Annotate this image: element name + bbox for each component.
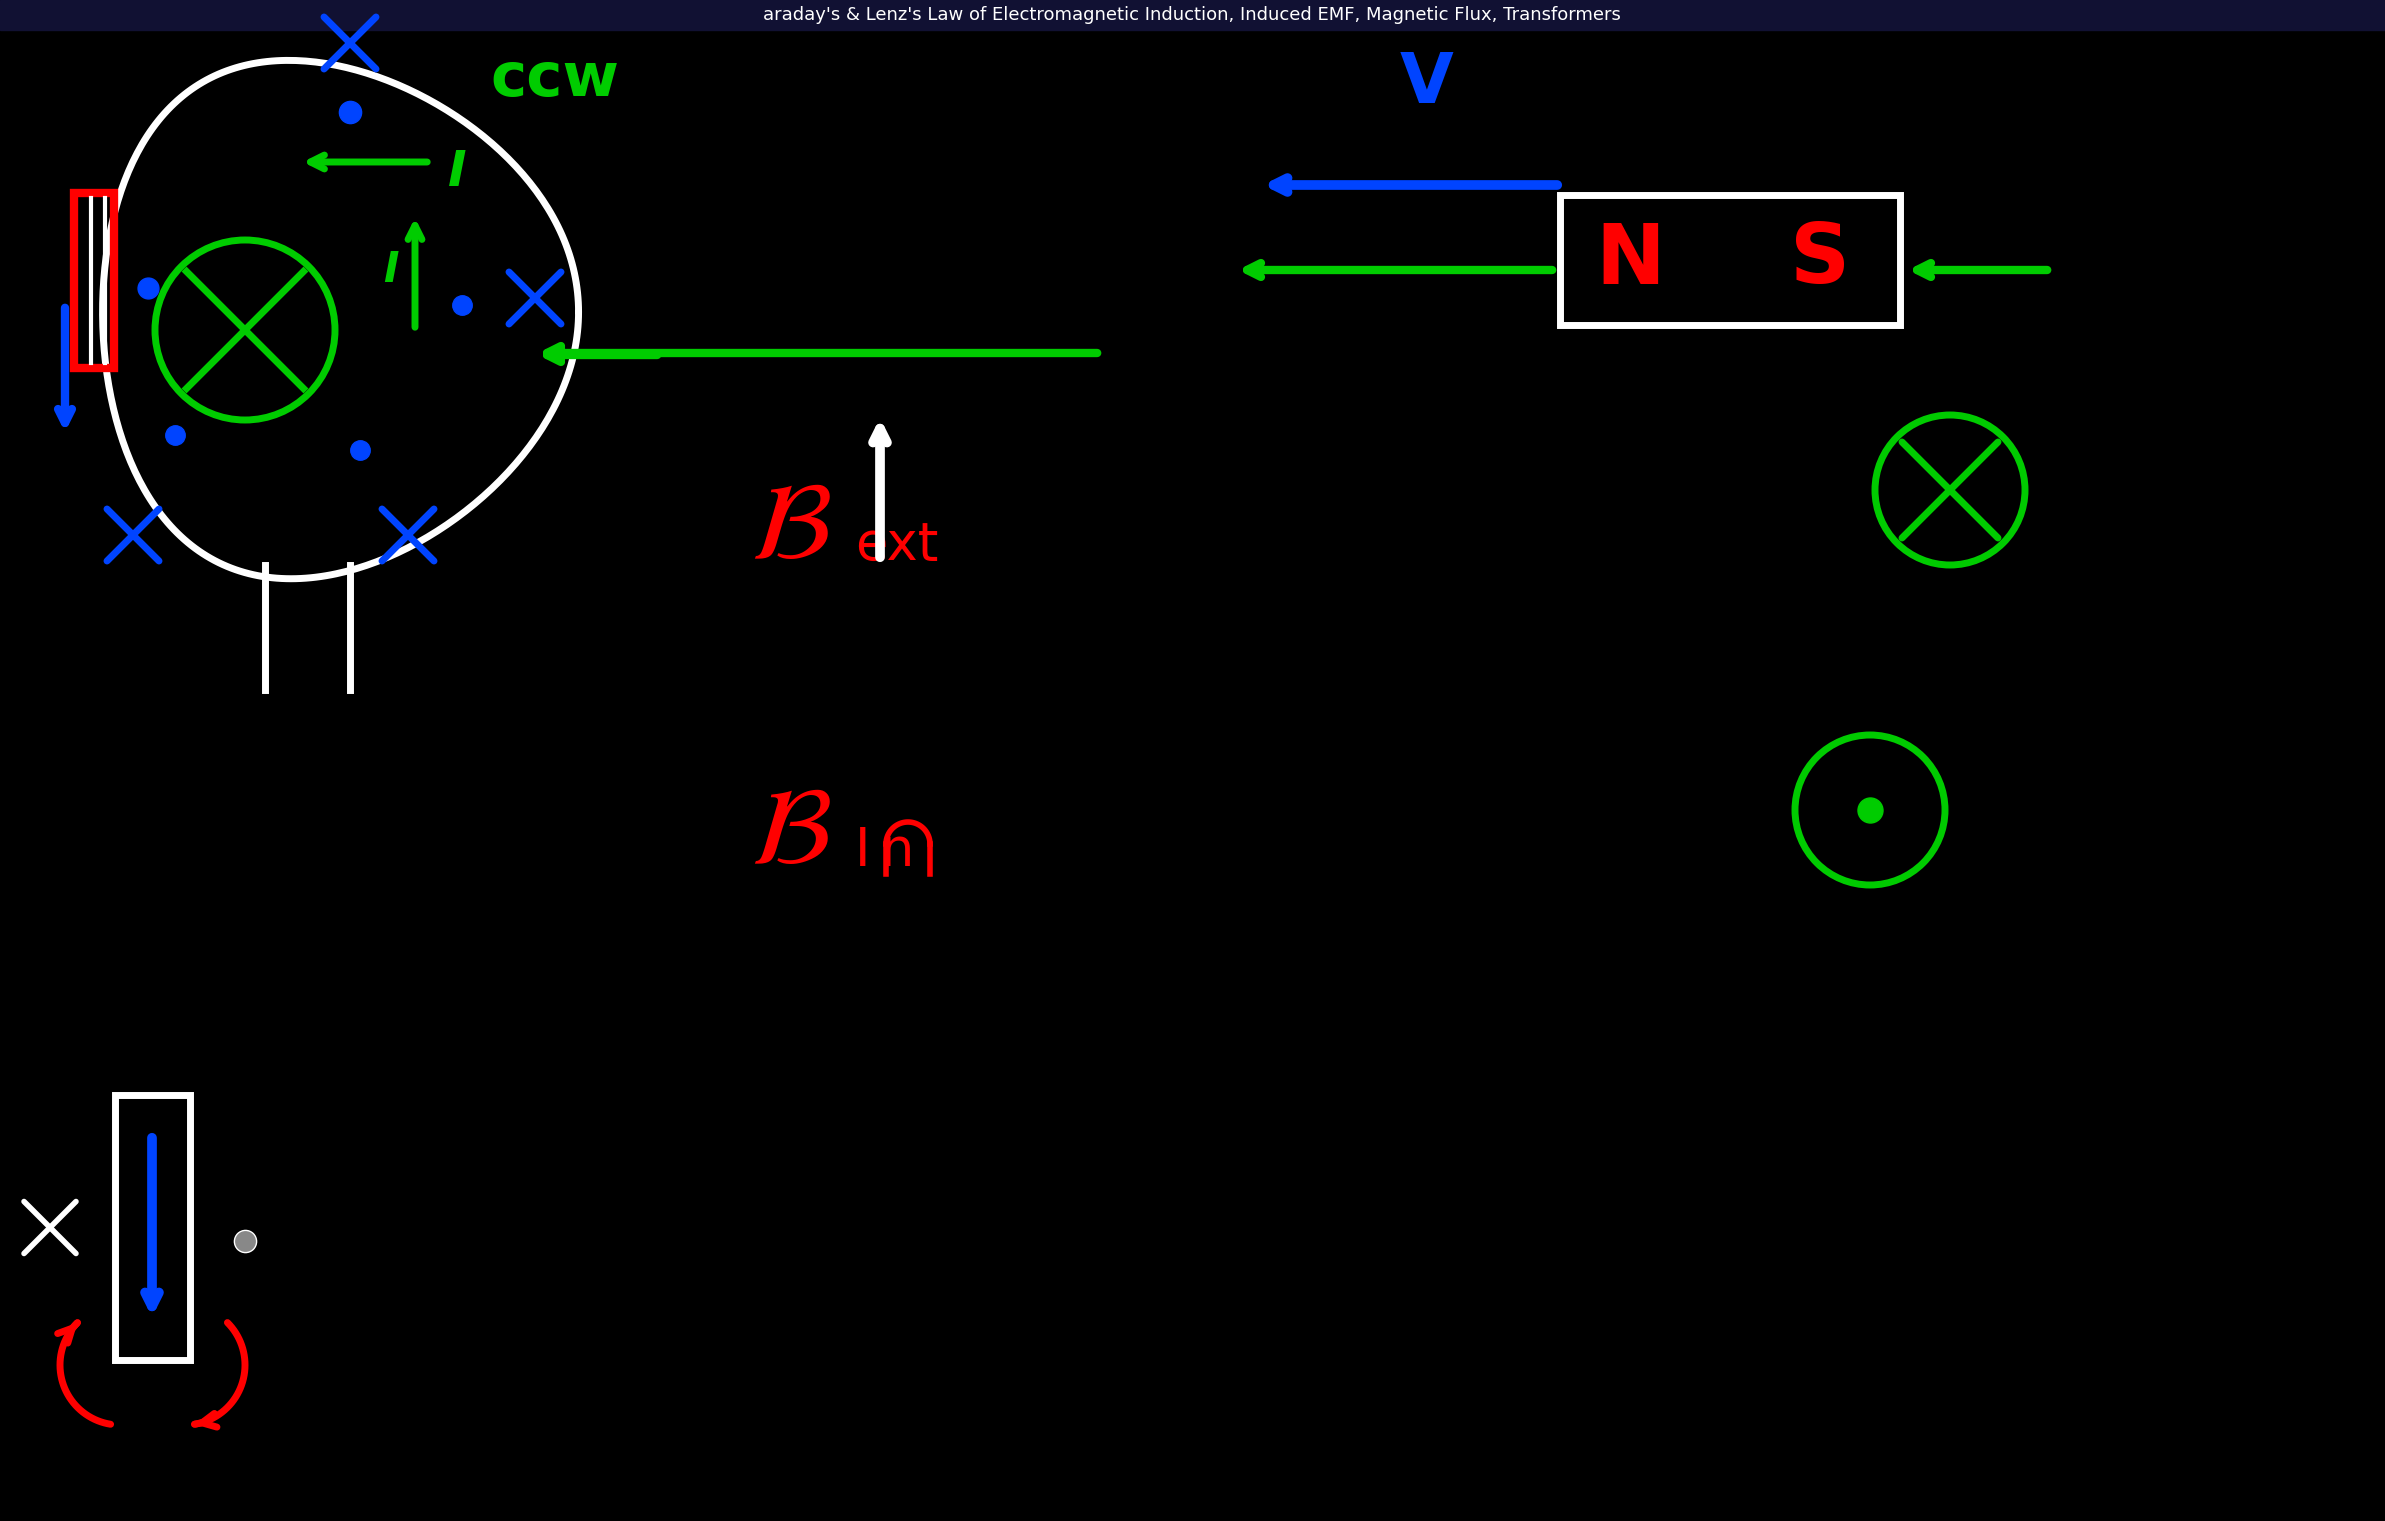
Text: I: I <box>854 824 871 878</box>
Bar <box>0 0 2385 30</box>
Bar <box>1560 195 1901 325</box>
Bar <box>74 193 114 368</box>
Bar <box>114 1095 191 1360</box>
Text: S: S <box>1789 219 1851 301</box>
Text: V: V <box>1400 50 1455 117</box>
Text: $\mathcal{B}$: $\mathcal{B}$ <box>749 475 830 583</box>
Text: N: N <box>1596 219 1665 301</box>
Text: araday's & Lenz's Law of Electromagnetic Induction, Induced EMF, Magnetic Flux, : araday's & Lenz's Law of Electromagnetic… <box>763 6 1622 24</box>
Text: I: I <box>448 148 467 196</box>
Text: ext: ext <box>854 520 937 572</box>
Text: n: n <box>880 824 913 878</box>
Text: ccw: ccw <box>489 50 620 110</box>
Text: I: I <box>384 249 398 291</box>
Text: $\mathcal{B}$: $\mathcal{B}$ <box>749 780 830 887</box>
